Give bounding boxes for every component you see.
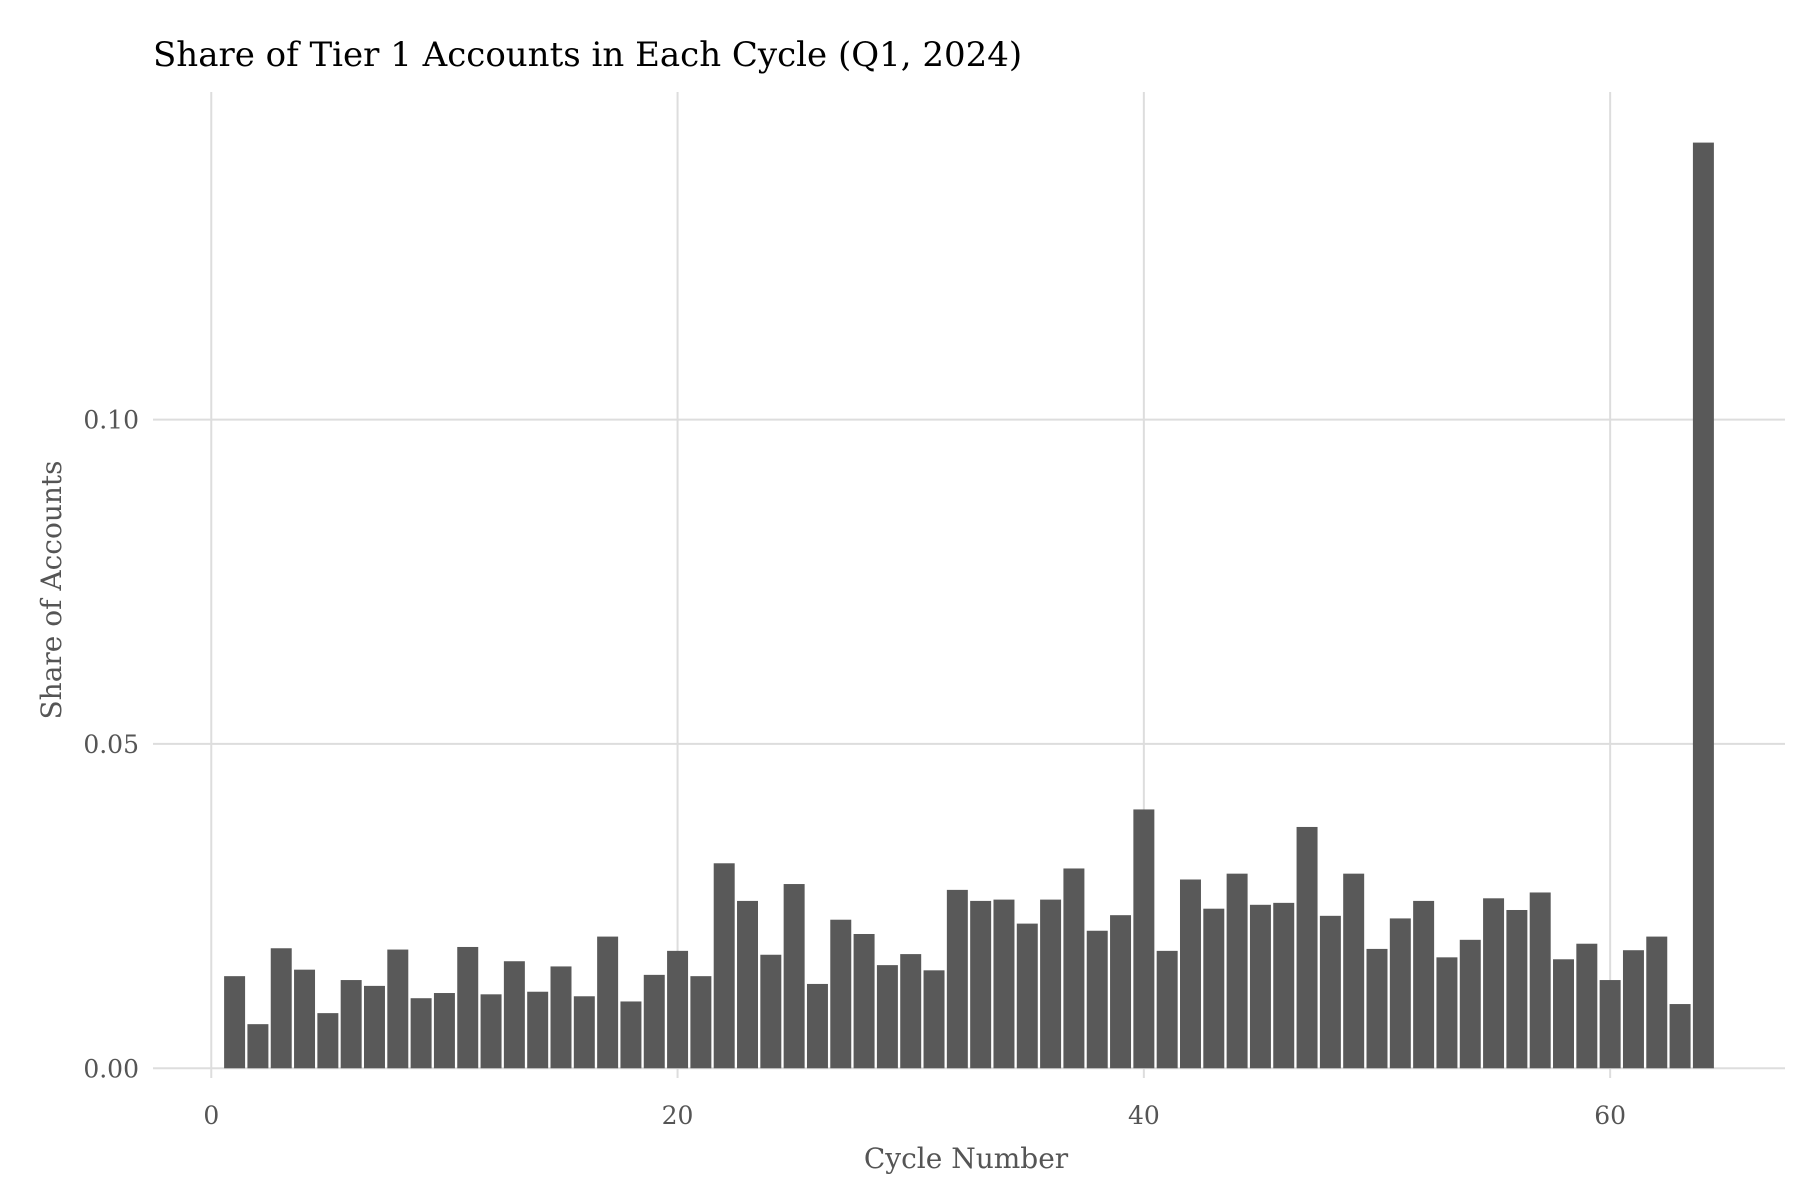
x-tick-label: 60 — [1594, 1101, 1626, 1130]
bar-cycle-33 — [970, 900, 992, 1069]
bar-cycle-5 — [317, 1013, 339, 1069]
bar-cycle-39 — [1110, 915, 1132, 1069]
bar-cycle-50 — [1366, 948, 1388, 1069]
bar-cycle-42 — [1179, 879, 1201, 1069]
bar-cycle-3 — [270, 948, 292, 1069]
x-tick-label: 40 — [1128, 1101, 1160, 1130]
bar-cycle-16 — [573, 996, 595, 1069]
bar-cycle-29 — [876, 965, 898, 1069]
bar-cycle-37 — [1063, 868, 1085, 1069]
bar-cycle-24 — [760, 954, 782, 1069]
bar-cycle-60 — [1599, 980, 1621, 1069]
bar-cycle-44 — [1226, 873, 1248, 1069]
x-tick-label: 20 — [662, 1101, 694, 1130]
bar-cycle-28 — [853, 933, 875, 1069]
bar-cycle-14 — [527, 991, 549, 1069]
bar-cycle-6 — [340, 980, 362, 1069]
bar-cycle-19 — [643, 974, 665, 1069]
bar-cycle-12 — [480, 994, 502, 1069]
bar-cycle-62 — [1646, 936, 1668, 1069]
y-axis-label: Share of Accounts — [35, 460, 68, 719]
bar-cycle-1 — [224, 976, 246, 1069]
x-axis-label: Cycle Number — [864, 1142, 1069, 1175]
bar-cycle-53 — [1436, 957, 1458, 1069]
bar-cycle-47 — [1296, 826, 1318, 1069]
bar-cycle-46 — [1273, 902, 1295, 1069]
bar-cycle-41 — [1156, 950, 1178, 1069]
bar-cycle-64 — [1692, 142, 1714, 1069]
bar-cycle-55 — [1483, 898, 1505, 1069]
bar-cycle-17 — [597, 936, 619, 1069]
bar-cycle-8 — [387, 949, 409, 1069]
bar-cycle-61 — [1622, 950, 1644, 1069]
bar-cycle-25 — [783, 884, 805, 1069]
tick-labels: 0.00 0.05 0.10 0 20 40 60 — [83, 406, 1626, 1130]
y-tick-label: 0.05 — [83, 730, 139, 759]
bar-cycle-48 — [1319, 915, 1341, 1069]
bar-cycle-20 — [667, 950, 689, 1069]
bar-cycle-26 — [806, 983, 828, 1069]
bar-cycle-9 — [410, 998, 432, 1069]
bar-cycle-11 — [457, 946, 479, 1069]
bar-cycle-15 — [550, 966, 572, 1069]
bar-cycle-18 — [620, 1001, 642, 1069]
bar-cycle-52 — [1413, 900, 1435, 1069]
bar-cycle-36 — [1040, 899, 1062, 1069]
bar-cycle-43 — [1203, 908, 1225, 1069]
x-tick-label: 0 — [203, 1101, 219, 1130]
chart-title: Share of Tier 1 Accounts in Each Cycle (… — [153, 35, 1022, 75]
bar-cycle-34 — [993, 899, 1015, 1069]
bar-cycle-32 — [946, 889, 968, 1069]
bar-cycle-30 — [900, 954, 922, 1069]
bars — [224, 142, 1714, 1069]
bar-cycle-27 — [830, 919, 852, 1069]
bar-cycle-2 — [247, 1024, 269, 1069]
y-tick-label: 0.00 — [83, 1054, 139, 1083]
bar-cycle-56 — [1506, 909, 1528, 1069]
bar-cycle-38 — [1086, 930, 1108, 1069]
bar-cycle-57 — [1529, 892, 1551, 1069]
bar-cycle-40 — [1133, 809, 1155, 1069]
bar-cycle-45 — [1249, 904, 1271, 1069]
bar-cycle-23 — [737, 900, 758, 1069]
bar-cycle-13 — [503, 961, 525, 1069]
bar-cycle-51 — [1389, 918, 1411, 1069]
bar-cycle-59 — [1576, 943, 1598, 1069]
y-tick-label: 0.10 — [83, 406, 139, 435]
bar-cycle-21 — [690, 976, 712, 1069]
bar-cycle-49 — [1343, 873, 1365, 1069]
bar-cycle-22 — [713, 863, 735, 1069]
bar-cycle-58 — [1553, 959, 1574, 1069]
bar-cycle-63 — [1669, 1004, 1691, 1069]
bar-cycle-7 — [363, 985, 385, 1069]
bar-cycle-54 — [1459, 939, 1481, 1069]
bar-cycle-35 — [1016, 923, 1038, 1069]
bar-cycle-31 — [923, 970, 945, 1069]
bar-cycle-4 — [294, 969, 316, 1069]
bar-cycle-10 — [433, 993, 455, 1069]
